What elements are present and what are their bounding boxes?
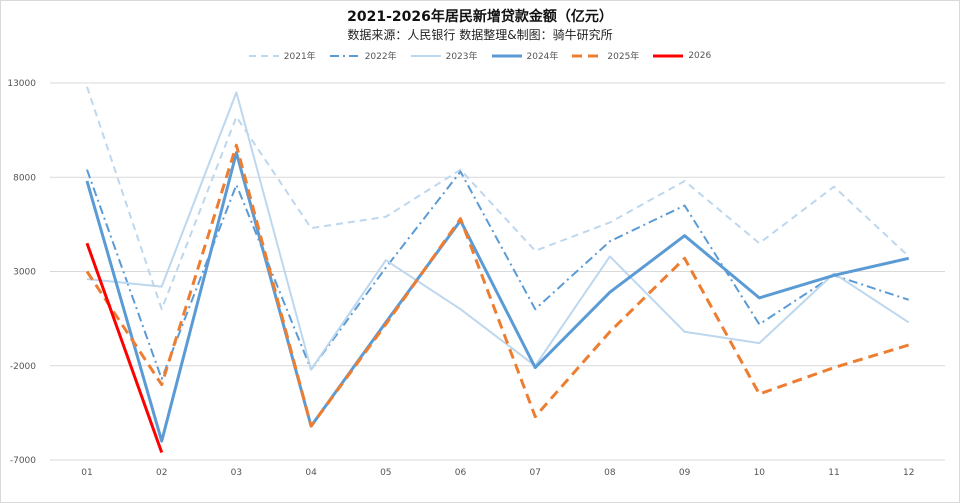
x-tick-label: 11	[828, 468, 839, 478]
legend-item: 2024年	[491, 49, 559, 62]
legend-label: 2021年	[283, 52, 316, 62]
series-line-3	[86, 91, 910, 371]
x-tick-label: 07	[529, 468, 540, 478]
x-tick-label: 04	[305, 468, 317, 478]
legend-swatch	[329, 54, 360, 57]
legend-label: 2024年	[526, 52, 559, 62]
x-tick-label: 12	[903, 468, 914, 478]
x-tick-label: 10	[754, 468, 766, 478]
x-tick-label: 03	[231, 468, 242, 478]
x-tick-label: 06	[455, 468, 467, 478]
legend-label: 2025年	[607, 52, 640, 62]
legend-item: 2021年	[248, 49, 316, 62]
legend-item: 2022年	[329, 49, 397, 62]
legend-swatch	[248, 54, 279, 57]
x-tick-label: 05	[380, 468, 391, 478]
chart-subtitle: 数据来源：人民银行 数据整理&制图：骑牛研究所	[347, 28, 613, 42]
legend-swatch	[491, 54, 522, 57]
x-tick-label: 01	[81, 468, 92, 478]
series-line-1	[86, 86, 910, 311]
series-line-4	[85, 151, 910, 443]
y-tick-label: -7000	[10, 456, 36, 466]
legend-swatch	[653, 54, 684, 57]
series-line-2	[86, 169, 910, 380]
legend-label: 2022年	[364, 52, 397, 62]
legend-swatch	[572, 54, 603, 57]
series-line-5	[85, 143, 910, 428]
chart-title: 2021-2026年居民新增贷款金额（亿元）	[347, 9, 613, 25]
legend-swatch	[410, 54, 441, 57]
legend-item: 2023年	[410, 49, 478, 62]
y-tick-label: 13000	[7, 79, 36, 89]
x-tick-label: 02	[156, 468, 167, 478]
chart-legend: 2021年 2022年 2023年 2024年 2025年 2026	[0, 49, 960, 62]
legend-item: 2026	[653, 49, 711, 62]
legend-item: 2025年	[572, 49, 639, 62]
y-tick-label: -2000	[10, 362, 36, 372]
y-tick-label: 3000	[13, 268, 36, 278]
legend-label: 2026	[688, 50, 712, 61]
legend-label: 2023年	[445, 52, 478, 62]
series-line-6	[85, 242, 164, 454]
x-tick-label: 09	[679, 468, 691, 478]
y-tick-label: 8000	[13, 173, 36, 183]
x-tick-label: 08	[604, 468, 616, 478]
